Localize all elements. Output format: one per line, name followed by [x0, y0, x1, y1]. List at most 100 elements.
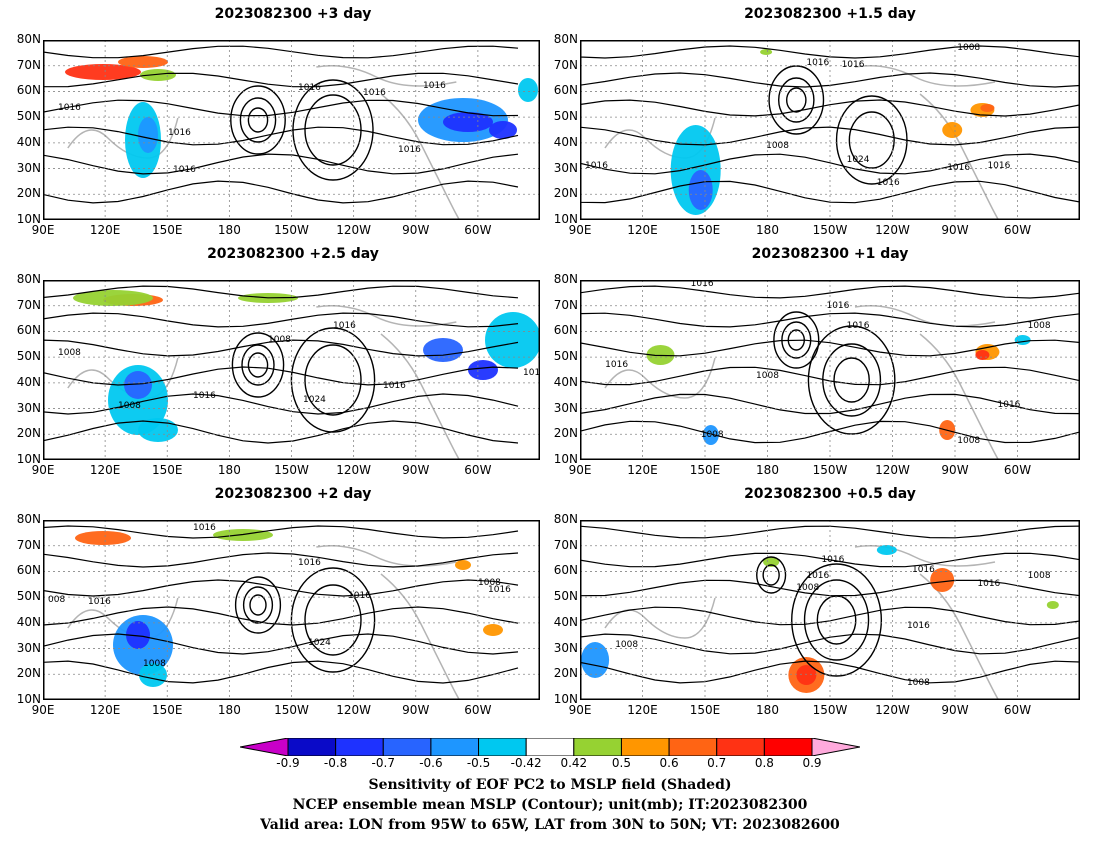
colorbar-arrow-low: [240, 738, 289, 756]
sensitivity-shading: [796, 665, 817, 685]
colorbar-label: -0.8: [323, 756, 348, 770]
lon-tick-label: 60W: [464, 703, 492, 717]
lon-tick-label: 150W: [274, 703, 309, 717]
colorbar-label: 0.8: [754, 756, 774, 770]
contour-label: 1024: [303, 395, 326, 405]
mslp-contour: [43, 153, 519, 175]
colorbar-swatch: [668, 738, 718, 756]
lon-tick-label: 150W: [812, 463, 848, 477]
sensitivity-shading: [118, 56, 168, 68]
lat-tick-label: 70N: [16, 297, 41, 312]
coastline: [919, 333, 1000, 460]
lon-tick-label: 120W: [875, 703, 910, 717]
contour-label: 1016: [998, 400, 1021, 410]
panel-frame: [580, 40, 1080, 220]
contour-label: 1016: [383, 381, 406, 391]
colorbar-swatch: [573, 738, 622, 756]
mslp-contour: [781, 321, 812, 359]
mslp-contour: [234, 576, 282, 634]
lat-tick-label: 40N: [16, 614, 41, 629]
mslp-contour: [835, 95, 908, 185]
map-panel: 1016 1016 1016 1016 1016 1016 1016: [43, 40, 540, 220]
lat-tick-label: 40N: [16, 134, 41, 149]
mslp-contour: [247, 352, 269, 378]
lat-tick-label: 30N: [553, 160, 578, 175]
panel-title: 2023082300 +2 day: [214, 486, 372, 502]
contour-label: 1008: [58, 348, 81, 358]
colorbar-swatch: [763, 738, 813, 756]
lat-tick-label: 70N: [16, 57, 41, 72]
coastline: [604, 357, 716, 399]
lon-tick-label: 150W: [812, 703, 848, 717]
lat-tick-label: 10N: [553, 692, 578, 706]
sensitivity-shading: [126, 621, 150, 649]
mslp-contour: [43, 285, 519, 299]
mslp-contour: [773, 311, 820, 369]
colorbar-label: -0.9: [276, 756, 300, 770]
map-panel: 1016 1016 1016 1008 1008 1024 1016 1016 1016: [580, 40, 1080, 220]
lon-tick-label: 90W: [402, 703, 430, 717]
panel-frame: [43, 520, 540, 700]
mslp-contour: [787, 329, 805, 351]
colorbar-label: 0.5: [611, 756, 631, 770]
lat-tick-label: 40N: [553, 614, 578, 629]
sensitivity-shading: [702, 425, 719, 445]
contour-label: 1016: [298, 83, 321, 93]
contour-label: 1016: [363, 88, 386, 98]
mslp-contour: [43, 366, 519, 386]
lat-tick-label: 30N: [16, 160, 41, 175]
lat-tick-label: 50N: [16, 589, 41, 604]
lon-tick-label: 180: [756, 223, 779, 237]
mslp-contour: [803, 579, 870, 661]
lon-tick-label: 150E: [689, 223, 721, 237]
contour-label: 1016: [585, 161, 608, 171]
contour-label: 1016: [488, 585, 511, 595]
mslp-contour: [43, 660, 519, 684]
lat-tick-label: 10N: [553, 452, 578, 466]
sensitivity-shading: [65, 64, 141, 80]
mslp-contour: [249, 594, 267, 616]
lon-tick-label: 180: [756, 463, 779, 477]
contour-label: 1016: [168, 128, 191, 138]
mslp-contour: [304, 584, 362, 656]
lon-tick-label: 90E: [31, 223, 55, 237]
contour-label: 1016: [298, 558, 321, 568]
contour-label: 1016: [173, 165, 196, 175]
contour-label: 1016: [193, 523, 216, 533]
contour-label: 1016: [423, 81, 446, 91]
contour-label: 1008: [268, 335, 291, 345]
contour-label: 1016: [907, 621, 930, 631]
mslp-contour: [43, 525, 519, 539]
lat-tick-label: 20N: [553, 186, 578, 201]
lon-tick-label: 150E: [152, 463, 183, 477]
colorbar-label: 0.9: [802, 756, 822, 770]
lat-tick-label: 60N: [16, 563, 41, 578]
sensitivity-shading: [73, 290, 153, 306]
colorbar-swatch: [716, 738, 765, 756]
contour-label: 1016: [398, 145, 421, 155]
sensitivity-shading: [423, 338, 463, 362]
sensitivity-shading: [485, 312, 540, 368]
lat-tick-label: 50N: [16, 349, 41, 364]
lon-tick-label: 180: [217, 463, 241, 477]
lon-tick-label: 90E: [568, 223, 592, 237]
mslp-contour: [239, 97, 277, 143]
sensitivity-shading: [1046, 601, 1059, 609]
lat-tick-label: 10N: [553, 212, 578, 226]
lat-tick-label: 50N: [16, 109, 41, 124]
map-panel: 1016 1016 1008 1008 1016 1016 1008 1016 1008: [580, 520, 1080, 700]
colorbar-swatch: [478, 738, 527, 756]
contour-label: 1008: [957, 436, 980, 446]
panel-title: 2023082300 +0.5 day: [744, 486, 916, 502]
coastline: [380, 333, 461, 460]
colorbar-swatch: [620, 738, 670, 756]
mslp-contour: [580, 366, 1080, 386]
contour-label: 1008: [756, 371, 779, 381]
sensitivity-shading: [518, 78, 538, 102]
lat-tick-label: 30N: [16, 400, 41, 415]
contour-label: 1016: [821, 555, 844, 565]
mslp-contour: [580, 312, 1080, 328]
lat-tick-label: 80N: [553, 272, 578, 286]
sensitivity-shading: [139, 663, 167, 687]
lat-tick-label: 30N: [553, 400, 578, 415]
